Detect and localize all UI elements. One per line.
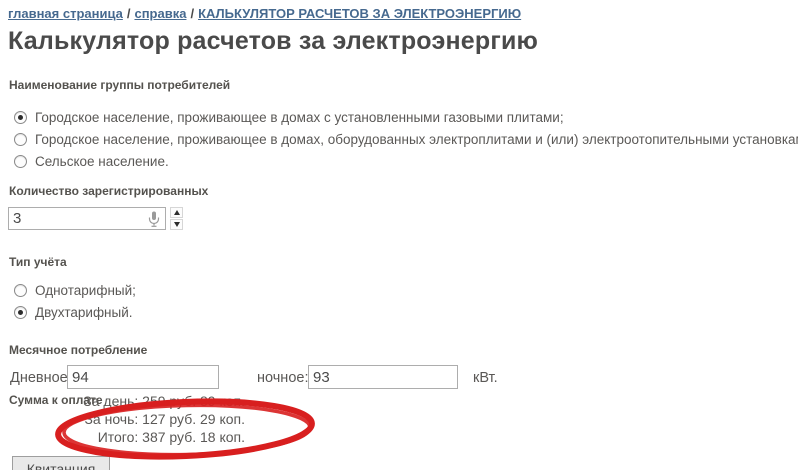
breadcrumb-link-home[interactable]: главная страница (8, 6, 123, 21)
registered-count-input[interactable] (8, 207, 166, 230)
breadcrumb-separator: / (126, 6, 131, 21)
radio-option-dual-tariff[interactable]: Двухтарифный. (8, 301, 136, 323)
radio-option-label: Городское население, проживающее в домах… (35, 109, 564, 125)
registered-count-label: Количество зарегистрированных (9, 184, 209, 198)
night-consumption-label: ночное: (257, 370, 309, 386)
tariff-type-radios: Однотарифный; Двухтарифный. (8, 279, 136, 323)
count-stepper (170, 207, 183, 230)
payment-line-day: За день: 259 руб. 89 коп. (83, 393, 245, 409)
breadcrumb: главная страница / справка / КАЛЬКУЛЯТОР РАС… (8, 6, 521, 21)
radio-option-label: Сельское население. (35, 153, 169, 169)
radio-option-gas-stoves[interactable]: Городское население, проживающее в домах… (8, 106, 798, 128)
payment-line-night: За ночь: 127 руб. 29 коп. (84, 411, 245, 427)
consumer-group-radios: Городское население, проживающее в домах… (8, 106, 798, 172)
arrow-up-icon (173, 210, 180, 215)
radio-button-icon[interactable] (14, 305, 27, 319)
tariff-type-label: Тип учёта (9, 255, 67, 269)
radio-button-icon[interactable] (14, 132, 27, 146)
radio-button-icon[interactable] (14, 154, 27, 168)
radio-option-label: Однотарифный; (35, 282, 136, 298)
monthly-consumption-label: Месячное потребление (9, 343, 148, 357)
breadcrumb-link-calculator[interactable]: КАЛЬКУЛЯТОР РАСЧЕТОВ ЗА ЭЛЕКТРОЭНЕРГИЮ (198, 6, 522, 21)
receipt-button[interactable]: Квитанция (12, 456, 110, 470)
consumer-group-label: Наименование группы потребителей (9, 78, 231, 92)
payment-summary: За день: 259 руб. 89 коп. За ночь: 127 р… (59, 392, 245, 446)
radio-button-icon[interactable] (14, 283, 27, 297)
day-consumption-input[interactable] (67, 365, 219, 389)
night-consumption-input[interactable] (308, 365, 458, 389)
stepper-down-button[interactable] (170, 219, 183, 230)
page-title: Калькулятор расчетов за электроэнергию (8, 27, 539, 55)
payment-line-total: Итого: 387 руб. 18 коп. (97, 429, 245, 445)
day-consumption-label: Дневное: (10, 370, 72, 386)
unit-kwt-label: кВт. (473, 370, 498, 386)
radio-option-single-tariff[interactable]: Однотарифный; (8, 279, 136, 301)
radio-option-rural[interactable]: Сельское население. (8, 150, 798, 172)
arrow-down-icon (173, 222, 180, 227)
radio-option-label: Двухтарифный. (35, 304, 133, 320)
stepper-up-button[interactable] (170, 207, 183, 218)
microphone-icon[interactable] (148, 211, 160, 227)
radio-option-label: Городское население, проживающее в домах… (35, 131, 798, 147)
radio-option-electric-stoves[interactable]: Городское население, проживающее в домах… (8, 128, 798, 150)
breadcrumb-separator: / (190, 6, 195, 21)
radio-button-icon[interactable] (14, 110, 27, 124)
breadcrumb-link-help[interactable]: справка (134, 6, 187, 21)
